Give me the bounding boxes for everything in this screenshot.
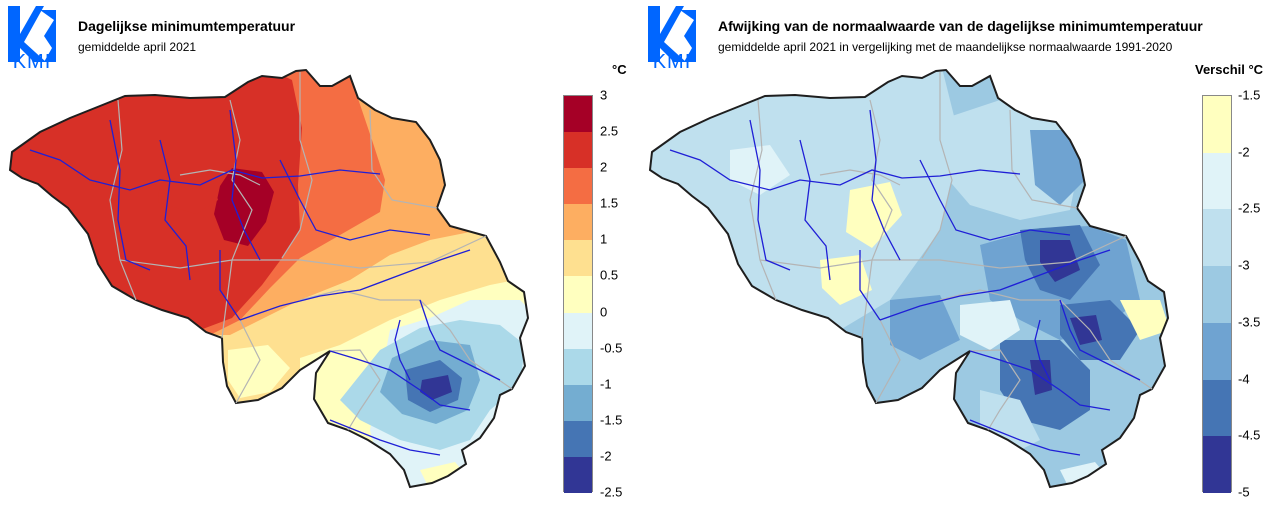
legend-tick-label: 2.5 (600, 123, 619, 139)
legend-tick-label: 0 (600, 304, 608, 320)
kmi-logo (8, 6, 56, 62)
legend-tick-label: 3 (600, 87, 608, 103)
legend-tick-label: 2 (600, 159, 608, 175)
kmi-logo-text: KMI (12, 51, 52, 73)
map-title: Dagelijkse minimumtemperatuur (78, 18, 296, 34)
province-borders (749, 72, 1153, 431)
legend-color-band (1203, 436, 1231, 494)
legend-color-band (564, 96, 592, 133)
legend-color-band (1203, 379, 1231, 437)
legend-color-band (564, 312, 592, 350)
legend-color-band (564, 240, 592, 277)
kmi-logo (648, 6, 696, 62)
legend-tick-label: -2 (600, 448, 612, 464)
legend-color-band (1203, 266, 1231, 324)
color-legend (1202, 95, 1232, 494)
legend-tick-label: -4.5 (1238, 427, 1261, 443)
legend-color-band (564, 384, 592, 422)
legend-tick-label: 1.5 (600, 195, 619, 211)
legend-tick-label: -0.5 (600, 340, 623, 356)
belgium-outline (648, 68, 1170, 489)
legend-color-band (564, 348, 592, 386)
legend-color-band (1203, 322, 1231, 381)
panel-min-temperature: KMI Dagelijkse minimumtemperatuur gemidd… (8, 6, 627, 500)
kmi-logo-text: KMI (652, 51, 692, 73)
legend-tick-label: -1.5 (1238, 87, 1261, 103)
legend-color-band (1203, 209, 1231, 267)
legend-tick-label: 1 (600, 231, 608, 247)
legend-tick-label: -2 (1238, 144, 1250, 160)
panel-min-temperature-anomaly: KMI Afwijking van de normaalwaarde van d… (640, 0, 1280, 507)
map-subtitle: gemiddelde april 2021 in vergelijking me… (718, 40, 1173, 54)
legend-color-band (1203, 96, 1231, 154)
legend-color-band (564, 276, 592, 314)
legend-tick-label: -1 (600, 376, 612, 392)
legend-tick-label: 0.5 (600, 267, 619, 283)
color-legend (563, 95, 593, 494)
map-min-temperature (8, 68, 530, 489)
legend-tick-label: -2.5 (1238, 200, 1261, 216)
province-borders (109, 72, 513, 431)
rivers (669, 109, 1141, 456)
legend-tick-label: -5 (1238, 484, 1250, 500)
map-subtitle: gemiddelde april 2021 (78, 40, 197, 54)
legend-tick-label: -3.5 (1238, 314, 1261, 330)
map-anomaly (648, 68, 1170, 489)
legend-color-band (564, 132, 592, 169)
legend-color-band (564, 168, 592, 205)
legend-tick-label: -4 (1238, 371, 1250, 387)
legend-color-band (1203, 152, 1231, 210)
legend-color-band (564, 420, 592, 458)
map-title: Afwijking van de normaalwaarde van de da… (718, 18, 1203, 34)
legend-tick-label: -1.5 (600, 412, 623, 428)
legend-tick-label: -2.5 (600, 484, 623, 500)
rivers (29, 109, 501, 456)
belgium-outline (8, 68, 530, 489)
legend-color-band (564, 456, 592, 494)
legend-tick-label: -3 (1238, 257, 1250, 273)
legend-unit: Verschil °C (1195, 62, 1264, 77)
legend-color-band (564, 204, 592, 241)
legend-unit: °C (612, 62, 627, 77)
